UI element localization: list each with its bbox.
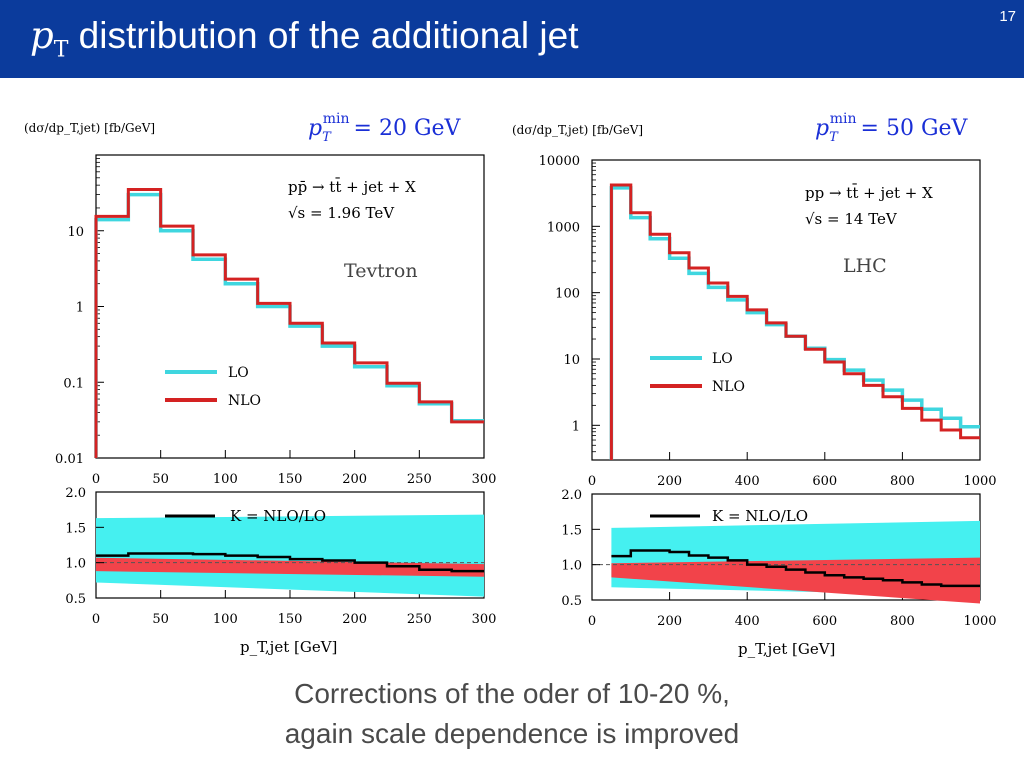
caption-line-1: Corrections of the oder of 10-20 %, bbox=[294, 678, 730, 709]
ratio-x-tick-label: 600 bbox=[812, 614, 837, 629]
x-tick-label: 150 bbox=[278, 472, 303, 487]
legend-label-k: K = NLO/LO bbox=[230, 507, 326, 525]
x-tick-label: 250 bbox=[407, 472, 432, 487]
ratio-y-tick-label: 1.5 bbox=[561, 523, 582, 538]
slide-title: pT distribution of the additional jet bbox=[30, 14, 578, 62]
x-tick-label: 100 bbox=[213, 472, 238, 487]
ratio-x-tick-label: 250 bbox=[407, 612, 432, 627]
energy-label: √s = 14 TeV bbox=[805, 210, 898, 228]
energy-label: √s = 1.96 TeV bbox=[288, 204, 395, 222]
ratio-y-tick-label: 2.0 bbox=[561, 488, 582, 503]
nlo-scale-band bbox=[96, 557, 484, 577]
ratio-x-tick-label: 800 bbox=[890, 614, 915, 629]
ratio-y-tick-label: 0.5 bbox=[561, 594, 582, 609]
x-tick-label: 0 bbox=[588, 474, 596, 489]
series-nlo-line bbox=[94, 188, 484, 458]
slide-number: 17 bbox=[999, 8, 1016, 25]
x-tick-label: 1000 bbox=[963, 474, 996, 489]
x-tick-label: 800 bbox=[890, 474, 915, 489]
x-tick-label: 200 bbox=[342, 472, 367, 487]
y-tick-label: 10000 bbox=[539, 154, 580, 169]
legend-label-k: K = NLO/LO bbox=[712, 507, 808, 525]
title-text: distribution of the additional jet bbox=[68, 15, 579, 56]
collider-label: LHC bbox=[843, 255, 887, 277]
lo-scale-band bbox=[96, 514, 484, 597]
ratio-x-tick-label: 150 bbox=[278, 612, 303, 627]
ratio-x-tick-label: 0 bbox=[588, 614, 596, 629]
chart-panel-lhc: (dσ/dp_T,jet) [fb/GeV] pTmin = 50 GeV pp → … bbox=[512, 111, 997, 658]
y-tick-label: 10 bbox=[67, 225, 84, 240]
chart-panel-tevtron: (dσ/dp_T,jet) [fb/GeV] pTmin = 20 GeV pp̄ →… bbox=[24, 111, 496, 656]
caption-line-2: again scale dependence is improved bbox=[284, 718, 740, 749]
x-tick-label: 0 bbox=[92, 472, 100, 487]
y-tick-label: 0.1 bbox=[63, 376, 84, 391]
y-tick-label: 1 bbox=[572, 419, 580, 434]
x-tick-label: 600 bbox=[812, 474, 837, 489]
ratio-y-tick-label: 1.5 bbox=[65, 521, 86, 536]
x-tick-label: 300 bbox=[472, 472, 497, 487]
y-tick-label: 1 bbox=[76, 301, 84, 316]
ratio-x-tick-label: 100 bbox=[213, 612, 238, 627]
y-axis-label: (dσ/dp_T,jet) [fb/GeV] bbox=[24, 121, 155, 135]
legend-label-lo: LO bbox=[228, 365, 249, 381]
ratio-y-tick-label: 0.5 bbox=[65, 592, 86, 607]
x-tick-label: 200 bbox=[657, 474, 682, 489]
y-tick-label: 0.01 bbox=[55, 452, 84, 467]
pt-min-symbol: p bbox=[308, 116, 322, 141]
ratio-x-tick-label: 400 bbox=[735, 614, 760, 629]
title-bar bbox=[0, 0, 1024, 78]
legend-label-nlo: NLO bbox=[228, 393, 261, 409]
y-tick-label: 1000 bbox=[547, 220, 580, 235]
pt-min-value: = 50 GeV bbox=[861, 116, 969, 141]
ratio-x-tick-label: 0 bbox=[92, 612, 100, 627]
nlo-scale-band bbox=[611, 557, 980, 604]
pt-min-sup: min bbox=[323, 111, 350, 127]
ratio-y-tick-label: 1.0 bbox=[561, 559, 582, 574]
x-axis-label: p_T,jet [GeV] bbox=[738, 640, 835, 658]
ratio-y-tick-label: 2.0 bbox=[65, 486, 86, 501]
title-math: pT bbox=[30, 14, 69, 63]
y-tick-label: 10 bbox=[563, 353, 580, 368]
y-tick-label: 100 bbox=[555, 287, 580, 302]
collider-label: Tevtron bbox=[344, 260, 418, 282]
ratio-x-tick-label: 200 bbox=[657, 614, 682, 629]
x-tick-label: 400 bbox=[735, 474, 760, 489]
pt-min-sub: T bbox=[829, 130, 839, 145]
k-factor-line bbox=[96, 552, 484, 573]
main-plot-frame bbox=[591, 159, 981, 461]
pt-min-label: pTmin = 20 GeV bbox=[308, 111, 462, 145]
pt-min-sup: min bbox=[830, 111, 857, 127]
k-factor-line bbox=[611, 549, 980, 588]
ratio-x-tick-label: 300 bbox=[472, 612, 497, 627]
process-label: pp̄ → tt̄ + jet + X bbox=[288, 178, 416, 196]
x-axis-label: p_T,jet [GeV] bbox=[240, 638, 337, 656]
ratio-x-tick-label: 50 bbox=[152, 612, 169, 627]
series-lo-line bbox=[94, 192, 484, 458]
process-label: pp → tt̄ + jet + X bbox=[805, 184, 933, 202]
y-axis-label: (dσ/dp_T,jet) [fb/GeV] bbox=[512, 123, 643, 137]
ratio-x-tick-label: 1000 bbox=[963, 614, 996, 629]
ratio-x-tick-label: 200 bbox=[342, 612, 367, 627]
x-tick-label: 50 bbox=[152, 472, 169, 487]
pt-min-value: = 20 GeV bbox=[354, 116, 462, 141]
pt-min-label: pTmin = 50 GeV bbox=[815, 111, 969, 145]
pt-min-sub: T bbox=[322, 130, 332, 145]
legend-label-lo: LO bbox=[712, 351, 733, 367]
ratio-y-tick-label: 1.0 bbox=[65, 557, 86, 572]
series-nlo-line bbox=[609, 183, 980, 460]
pt-min-symbol: p bbox=[815, 116, 829, 141]
legend-label-nlo: NLO bbox=[712, 379, 745, 395]
